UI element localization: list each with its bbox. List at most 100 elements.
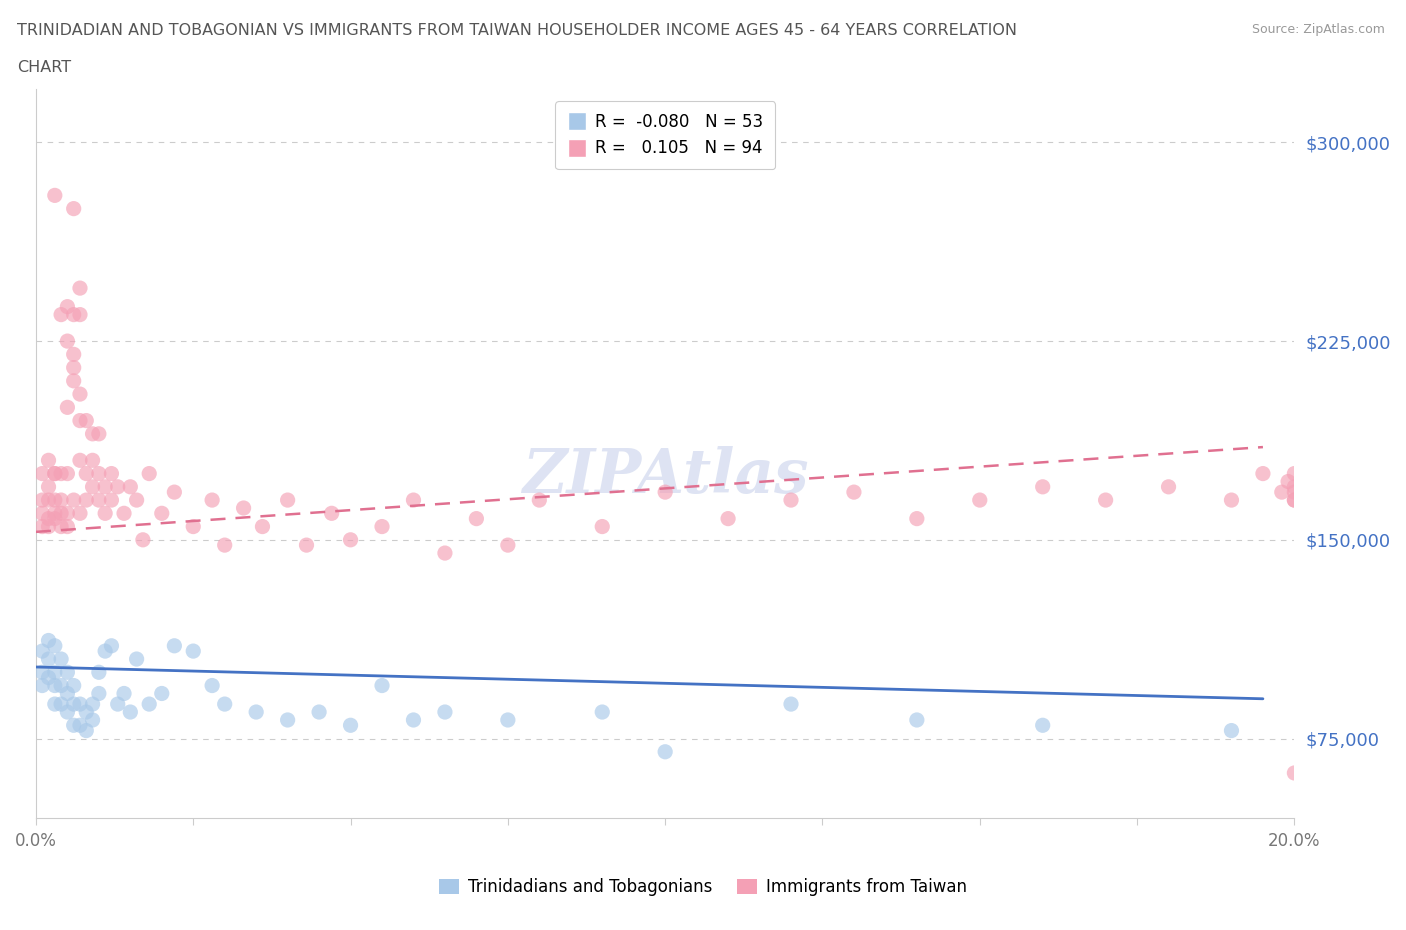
Point <box>125 652 148 667</box>
Point <box>87 686 110 701</box>
Point <box>44 678 66 693</box>
Point <box>56 400 79 415</box>
Point <box>38 453 60 468</box>
Point <box>44 512 66 526</box>
Point <box>69 413 91 428</box>
Point <box>717 512 740 526</box>
Point <box>75 413 97 428</box>
Point <box>49 652 72 667</box>
Point <box>402 493 425 508</box>
Text: ZIPAtlas: ZIPAtlas <box>522 445 808 506</box>
Point <box>1284 493 1306 508</box>
Point <box>1032 479 1054 494</box>
Point <box>69 281 91 296</box>
Point <box>107 697 129 711</box>
Point <box>277 712 299 727</box>
Point <box>1284 479 1306 494</box>
Point <box>44 638 66 653</box>
Text: Source: ZipAtlas.com: Source: ZipAtlas.com <box>1251 23 1385 36</box>
Point <box>496 712 519 727</box>
Point <box>49 466 72 481</box>
Point <box>75 705 97 720</box>
Point <box>87 493 110 508</box>
Point <box>94 644 117 658</box>
Text: CHART: CHART <box>17 60 70 75</box>
Point <box>969 493 991 508</box>
Point <box>842 485 865 499</box>
Point <box>62 201 84 216</box>
Point <box>69 453 91 468</box>
Point <box>38 671 60 685</box>
Point <box>100 638 122 653</box>
Point <box>69 718 91 733</box>
Point <box>49 506 72 521</box>
Point <box>82 479 104 494</box>
Point <box>780 493 803 508</box>
Point <box>82 426 104 441</box>
Point <box>56 506 79 521</box>
Point <box>82 697 104 711</box>
Point <box>245 705 267 720</box>
Point <box>56 519 79 534</box>
Point <box>56 299 79 314</box>
Point <box>214 697 236 711</box>
Point <box>31 519 53 534</box>
Point <box>1271 485 1294 499</box>
Point <box>62 347 84 362</box>
Point <box>49 307 72 322</box>
Point <box>69 697 91 711</box>
Point <box>56 686 79 701</box>
Point <box>87 466 110 481</box>
Point <box>120 705 142 720</box>
Point <box>62 374 84 389</box>
Point <box>31 644 53 658</box>
Point <box>1220 493 1243 508</box>
Point <box>181 519 204 534</box>
Point <box>339 718 361 733</box>
Text: TRINIDADIAN AND TOBAGONIAN VS IMMIGRANTS FROM TAIWAN HOUSEHOLDER INCOME AGES 45 : TRINIDADIAN AND TOBAGONIAN VS IMMIGRANTS… <box>17 23 1017 38</box>
Point <box>465 512 488 526</box>
Point <box>1284 493 1306 508</box>
Point <box>107 479 129 494</box>
Point <box>1284 485 1306 499</box>
Point <box>75 493 97 508</box>
Point <box>31 493 53 508</box>
Point <box>214 538 236 552</box>
Point <box>38 479 60 494</box>
Point <box>277 493 299 508</box>
Point <box>49 493 72 508</box>
Point <box>31 678 53 693</box>
Point <box>38 519 60 534</box>
Point <box>44 466 66 481</box>
Legend: R =  -0.080   N = 53, R =   0.105   N = 94: R = -0.080 N = 53, R = 0.105 N = 94 <box>555 101 775 169</box>
Point <box>150 506 173 521</box>
Point <box>49 697 72 711</box>
Point <box>591 519 613 534</box>
Point <box>163 638 186 653</box>
Point <box>654 485 676 499</box>
Point <box>44 665 66 680</box>
Point <box>62 718 84 733</box>
Point <box>138 697 160 711</box>
Point <box>1157 479 1180 494</box>
Point <box>62 493 84 508</box>
Point <box>125 493 148 508</box>
Point <box>56 334 79 349</box>
Point <box>38 493 60 508</box>
Point <box>1277 474 1299 489</box>
Point <box>62 697 84 711</box>
Point <box>905 712 928 727</box>
Point <box>529 493 551 508</box>
Point <box>44 493 66 508</box>
Point <box>31 665 53 680</box>
Point <box>49 519 72 534</box>
Point <box>1220 724 1243 738</box>
Point <box>69 307 91 322</box>
Point <box>339 532 361 547</box>
Point <box>69 387 91 402</box>
Point <box>44 697 66 711</box>
Point <box>905 512 928 526</box>
Point <box>87 426 110 441</box>
Point <box>62 678 84 693</box>
Point <box>1094 493 1116 508</box>
